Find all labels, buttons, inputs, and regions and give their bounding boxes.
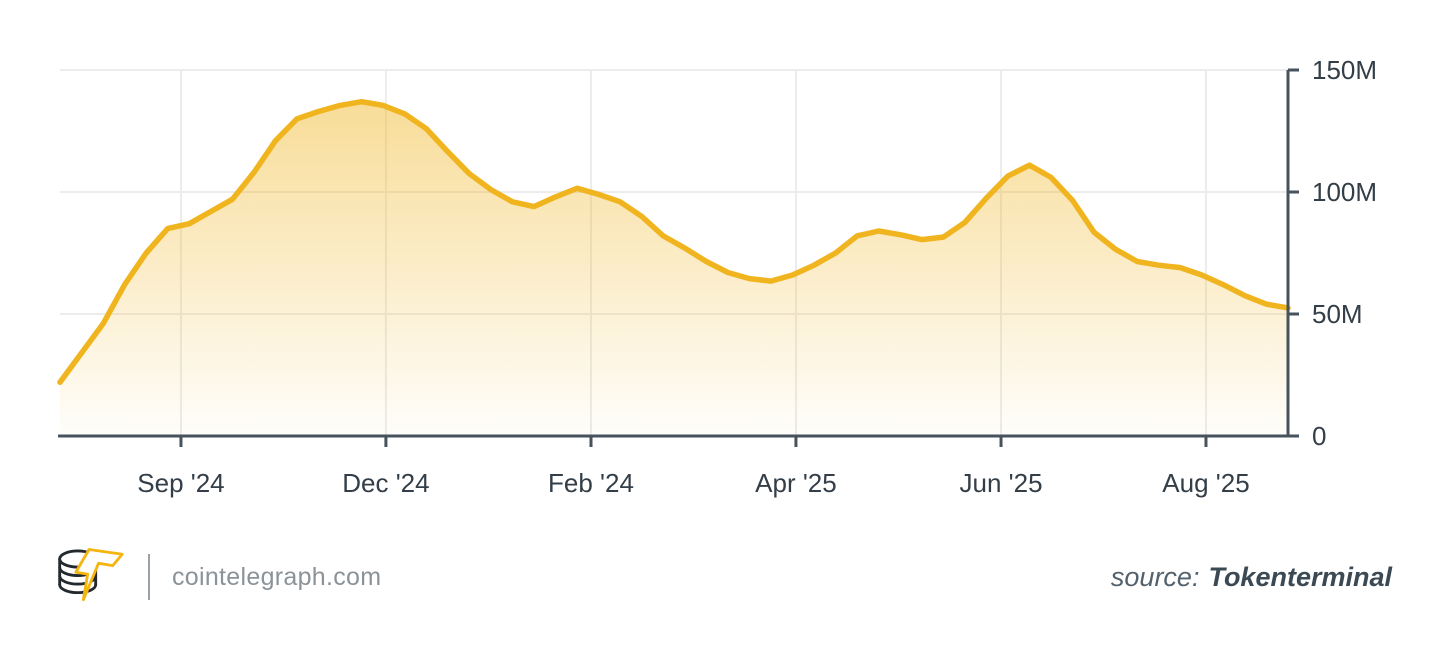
revenue-area-chart: 0 50M 100M 150M Sep '24 Dec '24 Feb '24 Apr '25… xyxy=(57,55,1377,498)
y-tick-label: 150M xyxy=(1312,55,1377,85)
y-tick-label: 50M xyxy=(1312,299,1363,329)
source-label: source: xyxy=(1110,561,1200,592)
cointelegraph-logo-icon xyxy=(58,548,124,602)
source-attribution: source: Tokenterminal xyxy=(1111,562,1392,593)
footer: cointelegraph.com source: Tokenterminal xyxy=(0,544,1450,610)
x-tick-label: Sep '24 xyxy=(137,468,224,498)
x-tick-label: Feb '24 xyxy=(548,468,634,498)
x-tick-label: Jun '25 xyxy=(960,468,1043,498)
y-tick-label: 100M xyxy=(1312,177,1377,207)
revenue-area xyxy=(60,101,1288,436)
y-tick-label: 0 xyxy=(1312,421,1326,451)
lightning-bolt-icon xyxy=(74,548,124,602)
source-name: Tokenterminal xyxy=(1208,561,1392,592)
x-tick-label: Apr '25 xyxy=(755,468,837,498)
revenue-line xyxy=(57,98,1291,386)
brand-divider xyxy=(148,554,150,600)
brand-domain: cointelegraph.com xyxy=(172,562,382,591)
chart-page: 0 50M 100M 150M Sep '24 Dec '24 Feb '24 Apr '25… xyxy=(0,55,1450,610)
cointelegraph-brand: cointelegraph.com xyxy=(54,546,381,608)
x-tick-label: Aug '25 xyxy=(1162,468,1249,498)
x-tick-label: Dec '24 xyxy=(342,468,429,498)
